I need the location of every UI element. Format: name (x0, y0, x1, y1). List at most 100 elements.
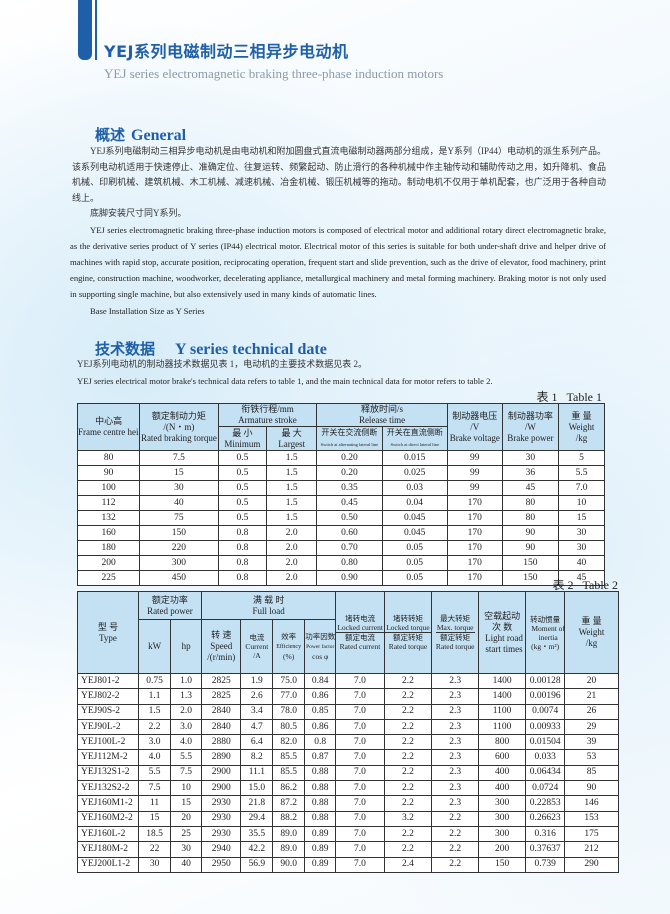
table-cell: 29 (564, 718, 619, 736)
table-cell: 20 (170, 810, 202, 827)
table-cell: 2.2 (383, 734, 433, 751)
table-cell: 0.26623 (525, 810, 566, 827)
table-cell: 0.5 (217, 480, 268, 496)
table-cell: 1.5 (266, 510, 318, 526)
table-cell: 175 (564, 825, 619, 843)
table-cell: 153 (564, 810, 619, 827)
table-cell: 2.3 (431, 703, 479, 720)
table-cell: 2.2 (383, 749, 433, 766)
table-cell: 0.88 (304, 810, 337, 827)
table1-caption-cn: 表 1 (536, 390, 558, 404)
tech-paragraph-en: YEJ series electrical motor brake's tech… (77, 376, 493, 386)
col-brake-power: 制动器功率/W Brake power (501, 403, 560, 451)
col-start-times: 空载起动次 数 Light road start times (477, 591, 527, 674)
table-cell: 85.5 (272, 764, 306, 782)
table-cell: 146 (564, 795, 619, 812)
table-cell: 0.04 (381, 495, 448, 511)
tech-heading: 技术数据 Y series technical date (95, 338, 327, 359)
table-cell: 400 (477, 764, 527, 782)
table-cell: 7.0 (335, 841, 385, 858)
table-cell: 35.5 (240, 825, 274, 843)
table-cell: 11 (137, 795, 172, 812)
table-cell: YEJ112M-2 (77, 749, 139, 766)
table-cell: 87.2 (272, 795, 306, 812)
table-cell: 0.05 (381, 555, 448, 571)
table-row: YEJ180M-2 22 30 2940 42.2 89.0 0.89 7.0 2.2 2.2 20… (77, 841, 619, 858)
table-cell: 220 (139, 540, 219, 556)
table-cell: 1.9 (240, 672, 274, 690)
table-cell: 170 (446, 510, 503, 526)
table-row: 200 300 0.8 2.0 0.80 0.05 170 150 40 (76, 555, 605, 571)
table-cell: 40 (139, 495, 219, 511)
table-cell: 90 (76, 465, 141, 481)
table-cell: 2950 (200, 856, 242, 873)
table-cell: 2930 (200, 810, 242, 827)
general-paragraph-cn-2: 底脚安装尺寸同Y系列。 (90, 208, 187, 218)
table-cell: 2890 (200, 749, 242, 766)
table1-caption: 表 1 Table 1 (537, 388, 603, 405)
table-cell: 1100 (477, 703, 527, 720)
tech-heading-en: Y series technical date (175, 341, 327, 358)
table-cell: 170 (446, 540, 503, 556)
table-cell: 0.88 (304, 780, 337, 797)
title-accent-line (95, 0, 97, 60)
table-cell: 450 (139, 570, 219, 586)
table-cell: 0.00128 (525, 672, 566, 690)
table-cell: YEJ801-2 (77, 672, 139, 690)
table-cell: 0.45 (316, 495, 383, 511)
table-cell: YEJ132S1-2 (77, 764, 139, 782)
table-cell: 99 (446, 480, 503, 496)
table-cell: YEJ90S-2 (77, 703, 139, 720)
table-cell: 3.4 (240, 703, 274, 720)
table-cell: 7.0 (335, 718, 385, 736)
table-cell: 7.5 (139, 450, 219, 466)
table-cell: 2840 (200, 703, 242, 720)
table-cell: 0.22853 (525, 795, 566, 812)
table-cell: 5.5 (558, 465, 605, 481)
table-cell: 150 (501, 570, 560, 586)
table-cell: 1100 (477, 718, 527, 736)
table1-caption-en: Table 1 (566, 390, 602, 404)
table-cell: 0.89 (304, 841, 337, 858)
table-cell: 0.8 (217, 540, 268, 556)
table-cell: 5 (558, 450, 605, 466)
col-speed: 转 速 Speed/(r/min) (200, 619, 242, 674)
table-cell: 0.85 (304, 703, 337, 720)
table-cell: 7.0 (335, 795, 385, 812)
table-cell: 2.2 (137, 718, 172, 736)
table-cell: 1.5 (266, 495, 318, 511)
table-cell: 0.045 (381, 525, 448, 541)
table-cell: 300 (477, 795, 527, 812)
table-cell: YEJ100L-2 (77, 734, 139, 751)
table-cell: YEJ802-2 (77, 688, 139, 705)
table-cell: 0.75 (137, 672, 172, 690)
table-cell: 0.89 (304, 825, 337, 843)
table-cell: 2.0 (170, 703, 202, 720)
page-title-cn: YEJ系列电磁制动三相异步电动机 (104, 42, 349, 61)
table-cell: 2.2 (383, 795, 433, 812)
table-cell: 15.0 (240, 780, 274, 797)
table-row: 90 15 0.5 1.5 0.20 0.025 99 36 5.5 (76, 465, 605, 481)
table-row: YEJ132S2-2 7.5 10 2900 15.0 86.2 0.88 7.0 2.2 2.3… (77, 780, 619, 797)
table-cell: 0.01504 (525, 734, 566, 751)
table-cell: 160 (76, 525, 141, 541)
page-title-en: YEJ series electromagnetic braking three… (104, 66, 444, 81)
table-cell: 2.0 (266, 525, 318, 541)
table-cell: 30 (139, 480, 219, 496)
table-cell: 1400 (477, 688, 527, 705)
table-cell: YEJ90L-2 (77, 718, 139, 736)
table-cell: 170 (446, 525, 503, 541)
table-cell: 2.2 (431, 810, 479, 827)
table-cell: 36 (501, 465, 560, 481)
col-current: 电流 Current/A (240, 619, 274, 674)
table-cell: 2.4 (383, 856, 433, 873)
table-cell: 1.5 (137, 703, 172, 720)
table2-caption: 表 2 Table 2 (553, 576, 619, 593)
table-cell: 0.0074 (525, 703, 566, 720)
table-cell: 2.2 (383, 718, 433, 736)
table-cell: 7.5 (137, 780, 172, 797)
table-cell: 200 (76, 555, 141, 571)
table-cell: 2.2 (383, 672, 433, 690)
table-row: YEJ160M1-2 11 15 2930 21.8 87.2 0.88 7.0 2.2 2.3 3… (77, 795, 619, 812)
